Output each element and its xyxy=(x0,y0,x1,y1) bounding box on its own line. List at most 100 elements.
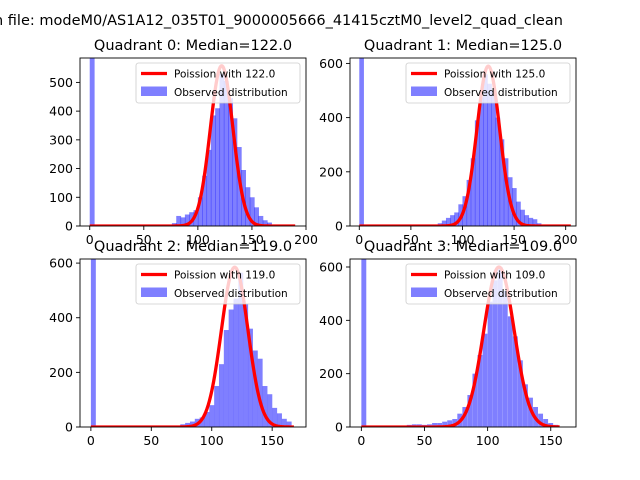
y-tick-label: 600 xyxy=(319,260,343,275)
quadrant-2-title: Quadrant 2: Median=119.0 xyxy=(94,239,292,255)
histogram-bar xyxy=(437,423,443,427)
y-tick-label: 0 xyxy=(65,420,73,435)
legend-box xyxy=(405,62,571,104)
legend-label-observed: Observed distribution xyxy=(444,288,558,300)
histogram-bar xyxy=(193,210,199,226)
histogram-bar xyxy=(257,358,263,427)
axes-frame xyxy=(349,258,577,428)
histogram-bar xyxy=(281,418,287,427)
x-tick-label: 100 xyxy=(186,232,210,247)
histogram-bar xyxy=(276,413,282,427)
figure-suptitle: n file: modeM0/AS1A12_035T01_9000005666_… xyxy=(0,13,563,29)
legend-label-observed: Observed distribution xyxy=(174,87,288,99)
histogram-bar xyxy=(233,298,239,427)
legend-label-observed: Observed distribution xyxy=(174,288,288,300)
histogram-bar xyxy=(543,419,549,427)
x-tick-label: 0 xyxy=(355,232,363,247)
histogram-bar xyxy=(215,108,221,226)
histogram-bar xyxy=(272,407,278,427)
histogram-bar xyxy=(477,355,483,427)
histogram-bar xyxy=(238,272,244,427)
y-tick-label: 200 xyxy=(319,164,343,179)
histogram-bar xyxy=(482,333,488,427)
histogram-bar xyxy=(210,115,216,226)
y-tick-label: 400 xyxy=(49,310,73,325)
x-tick-label: 150 xyxy=(539,433,563,448)
histogram-bar xyxy=(185,422,191,427)
histogram-bar xyxy=(441,220,447,226)
histogram-bar xyxy=(470,158,476,226)
y-tick-label: 400 xyxy=(319,313,343,328)
y-tick-label: 400 xyxy=(319,110,343,125)
x-tick-label: 150 xyxy=(260,433,284,448)
legend: Poission with 122.0 Observed distribution xyxy=(135,62,301,104)
x-tick-label: 50 xyxy=(136,232,152,247)
histogram-bar xyxy=(516,201,521,226)
histogram-bar xyxy=(228,309,234,427)
x-tick-label: 0 xyxy=(87,433,95,448)
histogram-bar xyxy=(472,373,478,427)
legend-bar-swatch xyxy=(141,287,167,297)
histogram-bar xyxy=(487,83,492,226)
x-tick-label: 0 xyxy=(86,232,94,247)
y-tick-label: 200 xyxy=(49,161,73,176)
histogram-bar xyxy=(197,197,203,226)
histogram-bar xyxy=(445,217,451,226)
y-tick-label: 200 xyxy=(319,366,343,381)
x-tick-label: 100 xyxy=(200,433,224,448)
histogram-bar xyxy=(243,304,249,427)
histogram-bar xyxy=(499,139,505,226)
histogram-bar xyxy=(204,411,210,427)
histogram-bar xyxy=(209,405,215,427)
histogram-bar xyxy=(495,117,501,226)
histogram-bar xyxy=(454,212,459,226)
histogram-bar xyxy=(507,316,513,427)
histogram-bar xyxy=(262,220,268,226)
histogram-bar xyxy=(249,197,255,226)
y-tick-label: 500 xyxy=(49,75,73,90)
legend-label-poisson: Poission with 122.0 xyxy=(174,69,275,81)
quadrant-2-panel: 0 50 100 150 0 200 400 600 Quadrant 2: Median=11… xyxy=(49,239,307,448)
y-tick-label: 400 xyxy=(49,104,73,119)
histogram-bar xyxy=(520,209,525,226)
histogram-bar xyxy=(223,330,229,427)
histogram-bar xyxy=(247,328,253,427)
histogram-bar xyxy=(517,360,523,427)
histogram-bar xyxy=(479,97,484,226)
x-tick-label: 150 xyxy=(502,232,526,247)
histogram-bar xyxy=(214,386,220,427)
histogram-bar xyxy=(491,90,497,226)
legend-box xyxy=(405,263,571,305)
x-tick-label: 100 xyxy=(451,232,475,247)
histogram-bar xyxy=(532,219,538,226)
legend: Poission with 109.0 Observed distribution xyxy=(405,263,571,305)
histogram-bar xyxy=(466,179,472,226)
axes-frame xyxy=(79,57,307,227)
histogram-bar xyxy=(442,421,448,427)
y-tick-label: 200 xyxy=(49,365,73,380)
histogram-bar xyxy=(180,217,186,226)
histogram-bar xyxy=(432,423,437,427)
histogram-bar xyxy=(361,259,367,427)
legend: Poission with 125.0 Observed distribution xyxy=(405,62,571,104)
legend-bar-swatch xyxy=(411,287,437,297)
histogram-bar xyxy=(206,149,212,226)
histogram-bar xyxy=(184,214,190,226)
histogram-bar xyxy=(487,301,493,427)
y-tick-label: 0 xyxy=(335,219,343,234)
histogram-bar xyxy=(228,98,234,226)
legend-label-poisson: Poission with 125.0 xyxy=(444,69,545,81)
plot-data xyxy=(89,259,295,427)
x-tick-label: 50 xyxy=(417,433,433,448)
quadrant-1-panel: 0 50 100 150 200 0 200 400 600 Quadrant 1: Median… xyxy=(319,38,578,247)
y-tick-label: 100 xyxy=(49,190,73,205)
axes-frame xyxy=(349,57,577,227)
legend-label-poisson: Poission with 109.0 xyxy=(444,270,545,282)
y-tick-label: 0 xyxy=(65,219,73,234)
histogram-bar xyxy=(258,215,264,226)
plot-data xyxy=(358,58,572,226)
legend-box xyxy=(135,263,301,305)
histogram-bar xyxy=(262,386,268,427)
